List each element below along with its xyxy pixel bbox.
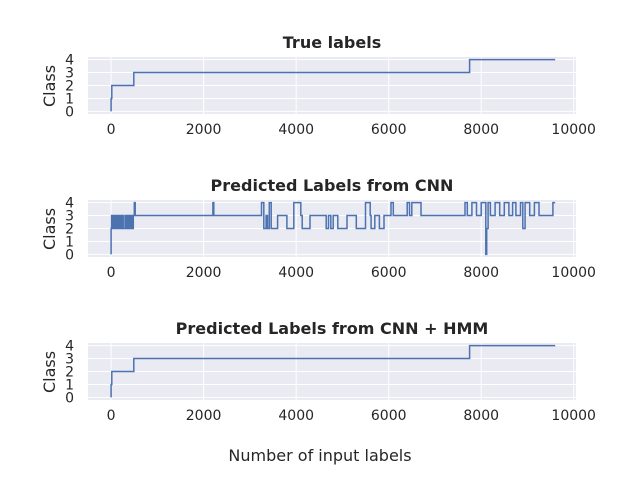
y-tick-label: 1 (65, 235, 74, 251)
y-tick-label: 2 (65, 79, 74, 95)
y-axis-label: Class (40, 208, 59, 250)
x-tick-label: 2000 (186, 408, 222, 424)
subplot-title: Predicted Labels from CNN (211, 176, 454, 195)
y-tick-label: 3 (65, 352, 74, 368)
y-tick-label: 1 (65, 92, 74, 108)
subplot-predicted-cnn: Predicted Labels from CNN Class 0 2000 400… (40, 176, 596, 281)
x-tick-label: 0 (107, 122, 116, 138)
y-tick-label: 0 (65, 104, 74, 120)
y-tick-label: 2 (65, 365, 74, 381)
subplot-predicted-cnn-hmm: Predicted Labels from CNN + HMM Class 0 2… (40, 319, 596, 424)
x-tick-label: 6000 (371, 265, 407, 281)
series-line (110, 344, 556, 398)
x-tick-label: 10000 (551, 265, 596, 281)
y-tick-label: 1 (65, 378, 74, 394)
x-tick-label: 0 (107, 265, 116, 281)
y-tick-label: 0 (65, 247, 74, 263)
y-axis-label: Class (40, 351, 59, 393)
x-tick-label: 10000 (551, 122, 596, 138)
subplot-title: True labels (283, 33, 381, 52)
subplot-true-labels: True labels Class 0 2000 4000 6000 8000 10000… (40, 33, 596, 138)
x-tick-label: 2000 (186, 122, 222, 138)
x-tick-label: 4000 (278, 265, 314, 281)
x-tick-label: 8000 (463, 265, 499, 281)
y-tick-label: 2 (65, 222, 74, 238)
x-tick-label: 4000 (278, 122, 314, 138)
series-line (110, 201, 556, 256)
x-tick-label: 10000 (551, 408, 596, 424)
x-tick-label: 6000 (371, 408, 407, 424)
x-tick-label: 8000 (463, 408, 499, 424)
x-tick-label: 0 (107, 408, 116, 424)
y-tick-label: 4 (65, 53, 74, 69)
y-tick-label: 3 (65, 209, 74, 225)
y-tick-label: 3 (65, 66, 74, 82)
x-tick-label: 8000 (463, 122, 499, 138)
series-line (110, 58, 556, 112)
x-tick-label: 2000 (186, 265, 222, 281)
x-axis-label: Number of input labels (228, 446, 411, 465)
y-axis-label: Class (40, 65, 59, 107)
x-tick-label: 4000 (278, 408, 314, 424)
subplot-title: Predicted Labels from CNN + HMM (176, 319, 489, 338)
y-tick-label: 4 (65, 196, 74, 212)
y-tick-label: 0 (65, 390, 74, 406)
x-tick-label: 6000 (371, 122, 407, 138)
y-tick-label: 4 (65, 339, 74, 355)
